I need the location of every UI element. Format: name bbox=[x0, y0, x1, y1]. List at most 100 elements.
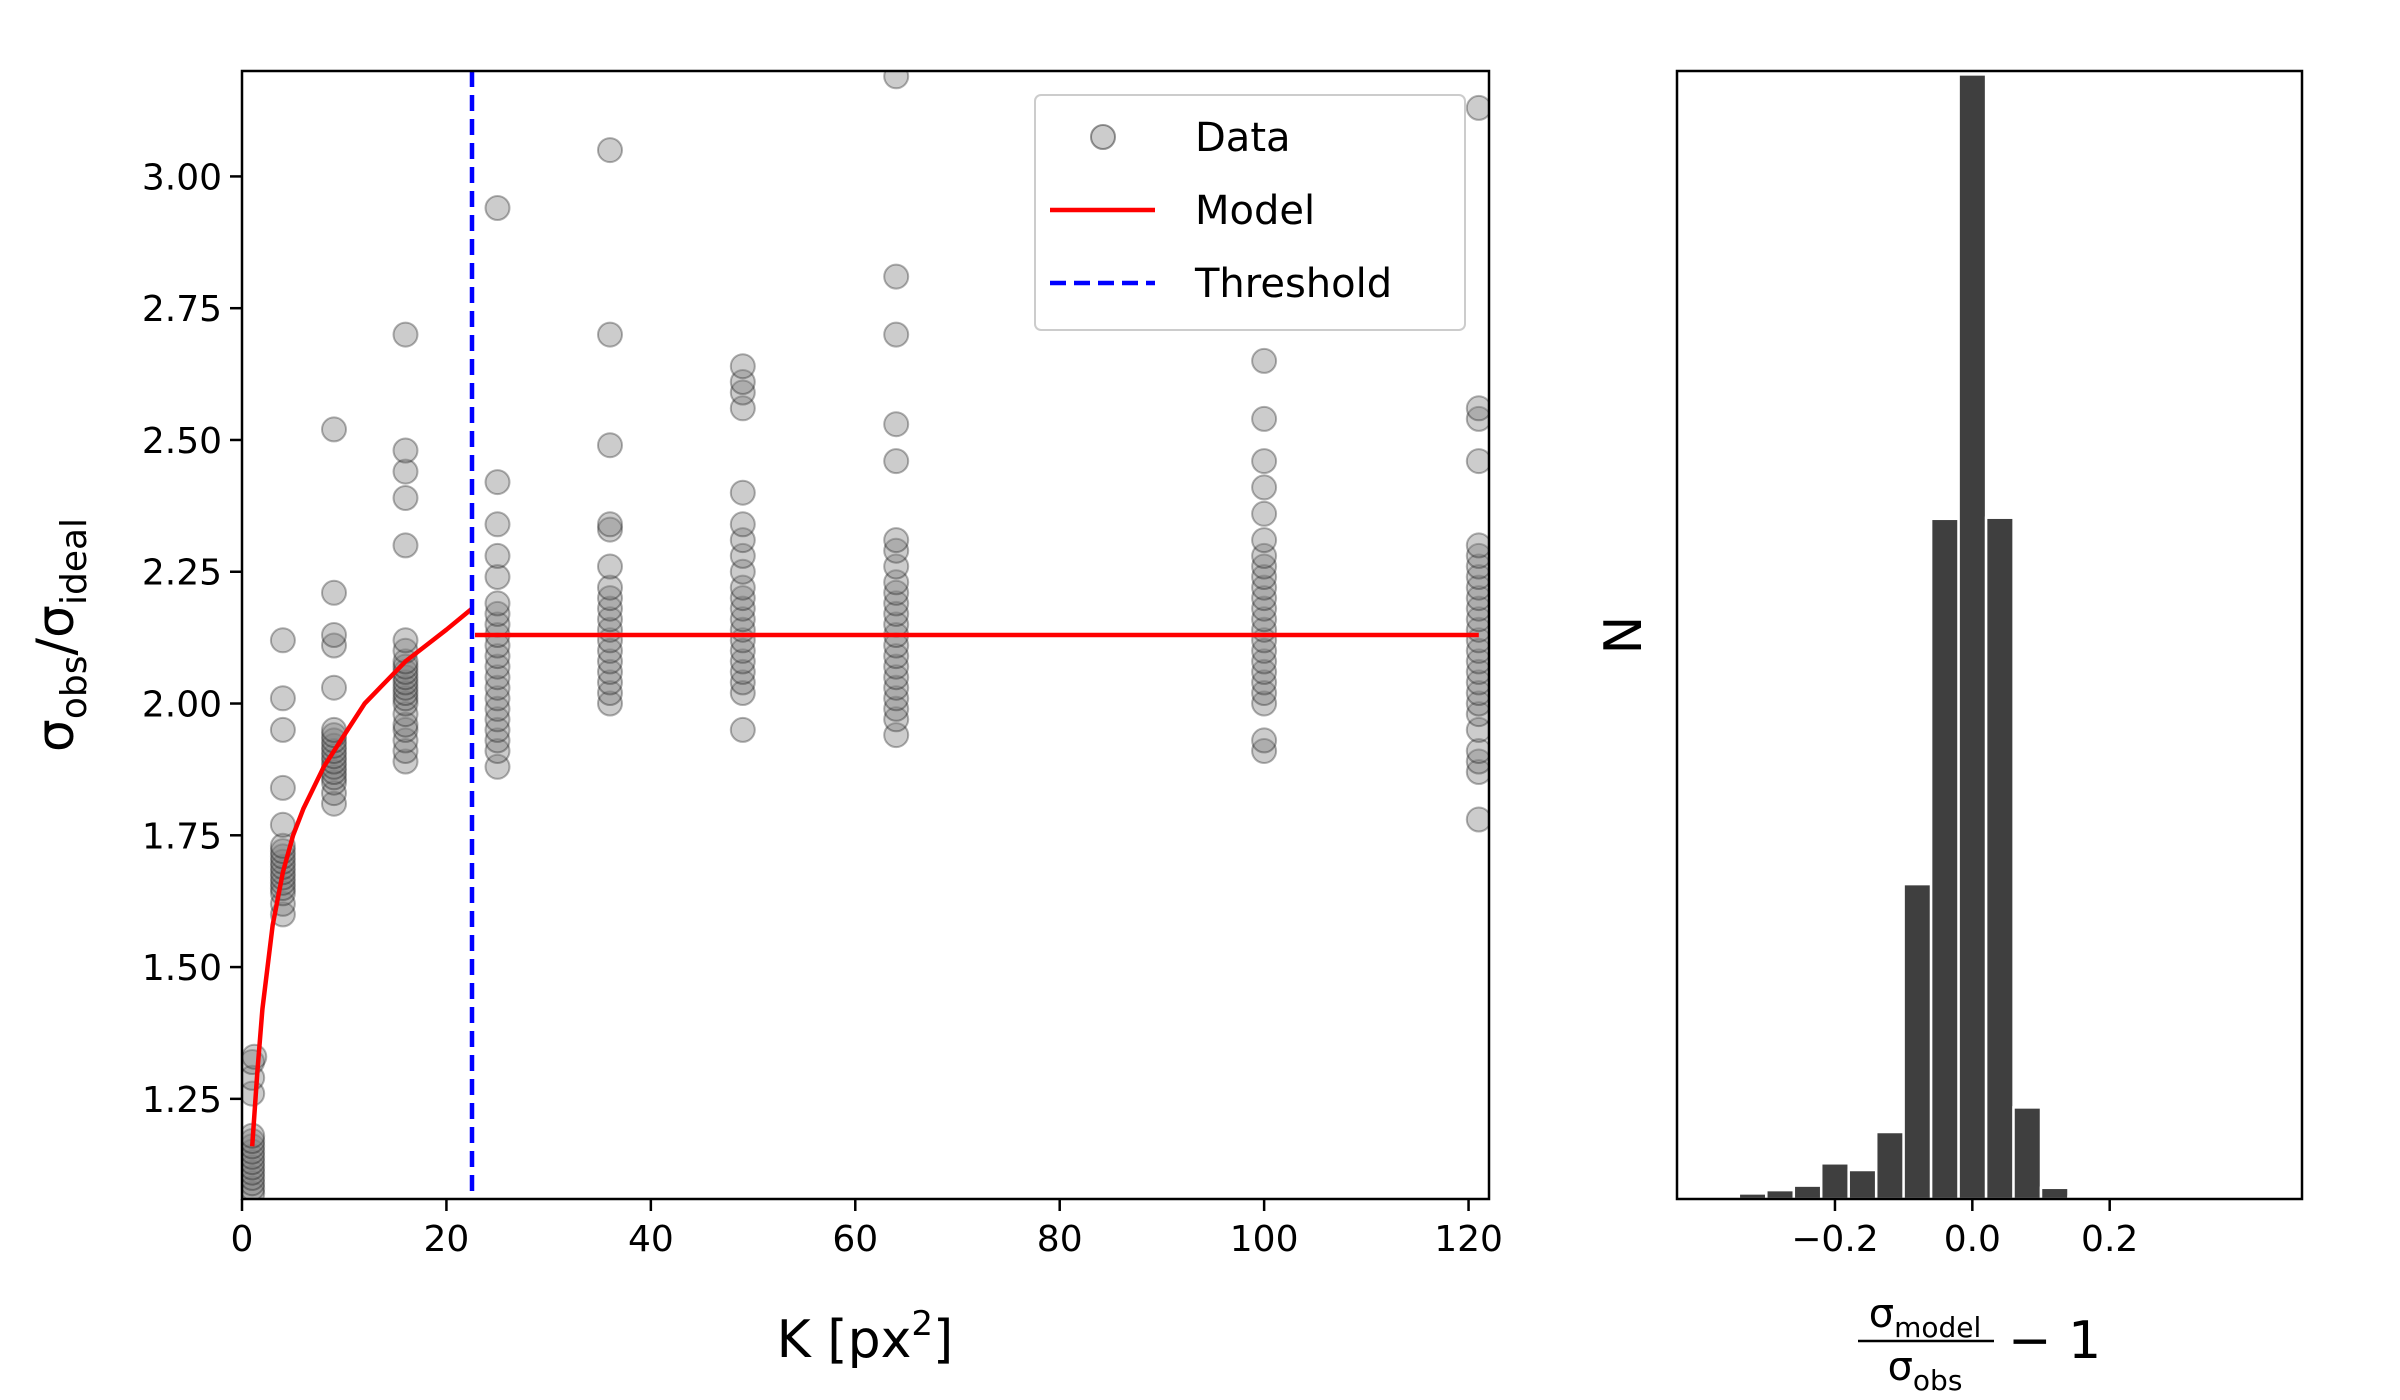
data-point bbox=[729, 395, 756, 422]
legend-label-data: Data bbox=[1195, 115, 1291, 161]
histogram-x-label-denominator: σobs bbox=[1888, 1344, 1963, 1397]
data-point bbox=[883, 653, 910, 680]
data-point bbox=[1465, 532, 1489, 559]
data-point bbox=[1465, 542, 1489, 569]
data-point bbox=[597, 680, 623, 706]
data-point bbox=[392, 485, 419, 511]
data-point bbox=[242, 1080, 266, 1107]
data-point bbox=[1251, 658, 1278, 685]
x-tick-label: 60 bbox=[832, 1219, 878, 1260]
data-point bbox=[1251, 527, 1278, 554]
data-point bbox=[321, 622, 347, 648]
scatter-data-layer bbox=[242, 71, 1489, 1199]
data-point bbox=[321, 416, 347, 443]
data-point bbox=[883, 643, 910, 670]
data-point bbox=[484, 716, 511, 743]
scatter-axes-frame bbox=[240, 69, 1491, 1201]
data-point bbox=[392, 701, 419, 728]
data-point bbox=[269, 811, 296, 838]
data-point bbox=[1465, 553, 1489, 580]
histogram-axes-frame bbox=[1675, 69, 2304, 1201]
data-point bbox=[597, 595, 623, 622]
data-point bbox=[729, 542, 756, 569]
histogram-bar bbox=[1874, 1130, 1905, 1199]
data-point bbox=[392, 458, 419, 485]
data-point bbox=[392, 664, 419, 691]
x-tick-label: 100 bbox=[1230, 1219, 1299, 1260]
data-point bbox=[1465, 648, 1489, 675]
data-point bbox=[883, 411, 910, 438]
data-point bbox=[883, 448, 910, 475]
data-point bbox=[392, 716, 419, 743]
data-point bbox=[1465, 658, 1489, 685]
data-point bbox=[883, 706, 910, 733]
data-point bbox=[1251, 347, 1278, 374]
data-point bbox=[484, 511, 511, 538]
data-point bbox=[729, 379, 756, 406]
histogram-bar bbox=[2039, 1186, 2070, 1199]
data-point bbox=[392, 727, 419, 754]
data-point bbox=[242, 1154, 266, 1181]
data-point bbox=[597, 516, 623, 543]
legend: Data Model Threshold bbox=[1034, 94, 1466, 331]
y-tick-label: 3.00 bbox=[142, 157, 222, 198]
y-tick-label: 1.75 bbox=[142, 816, 222, 857]
data-point bbox=[729, 637, 756, 664]
data-point bbox=[1465, 448, 1489, 475]
histogram-x-axis-label: σmodel σobs − 1 bbox=[1858, 1291, 2101, 1397]
data-point bbox=[729, 574, 756, 601]
scatter-x-axis-label: K [px2] bbox=[777, 1304, 954, 1370]
model-line-layer bbox=[249, 606, 1479, 1147]
y-tick-label: 1.50 bbox=[142, 948, 222, 989]
histogram-bars bbox=[1710, 73, 2098, 1199]
data-point bbox=[729, 511, 756, 538]
data-point bbox=[597, 574, 623, 601]
y-tick-label: 2.75 bbox=[142, 289, 222, 330]
data-point bbox=[321, 674, 347, 701]
histogram-bar bbox=[1929, 517, 1960, 1199]
model-curve-segment bbox=[249, 606, 474, 1147]
x-tick-label: 120 bbox=[1434, 1219, 1503, 1260]
histogram-bar bbox=[1819, 1162, 1850, 1199]
data-point bbox=[1465, 680, 1489, 706]
data-point bbox=[1465, 564, 1489, 590]
data-point bbox=[729, 479, 756, 506]
scatter-y-axis-label: σobs/σideal bbox=[26, 518, 95, 752]
data-point bbox=[883, 263, 910, 290]
data-point bbox=[1465, 701, 1489, 728]
data-point bbox=[729, 606, 756, 633]
data-point bbox=[597, 432, 623, 459]
data-point bbox=[484, 469, 511, 496]
data-point bbox=[883, 569, 910, 596]
histogram-x-label-suffix: − 1 bbox=[2008, 1311, 2101, 1371]
data-point bbox=[392, 685, 419, 712]
x-tick-label: 0 bbox=[231, 1219, 254, 1260]
data-point bbox=[242, 1175, 266, 1199]
data-point bbox=[597, 669, 623, 696]
data-point bbox=[1465, 574, 1489, 601]
data-point bbox=[392, 653, 419, 680]
hist-x-tick-label: 0.2 bbox=[2081, 1219, 2138, 1260]
data-point bbox=[321, 790, 347, 817]
data-point bbox=[484, 590, 511, 617]
data-point bbox=[597, 553, 623, 580]
data-point bbox=[1465, 585, 1489, 612]
data-point bbox=[1251, 727, 1278, 754]
data-point bbox=[597, 606, 623, 633]
data-point bbox=[242, 1180, 266, 1199]
data-point bbox=[883, 71, 910, 90]
data-point bbox=[1251, 474, 1278, 501]
x-tick-label: 40 bbox=[628, 1219, 674, 1260]
data-point bbox=[242, 1149, 266, 1176]
data-point bbox=[1465, 669, 1489, 696]
data-point bbox=[269, 716, 296, 743]
data-point bbox=[729, 680, 756, 706]
data-point bbox=[1251, 542, 1278, 569]
data-point bbox=[1251, 637, 1278, 664]
data-point bbox=[729, 558, 756, 585]
histogram-bar bbox=[1902, 882, 1933, 1199]
data-point bbox=[883, 579, 910, 606]
data-point bbox=[1465, 405, 1489, 432]
data-point bbox=[883, 537, 910, 564]
